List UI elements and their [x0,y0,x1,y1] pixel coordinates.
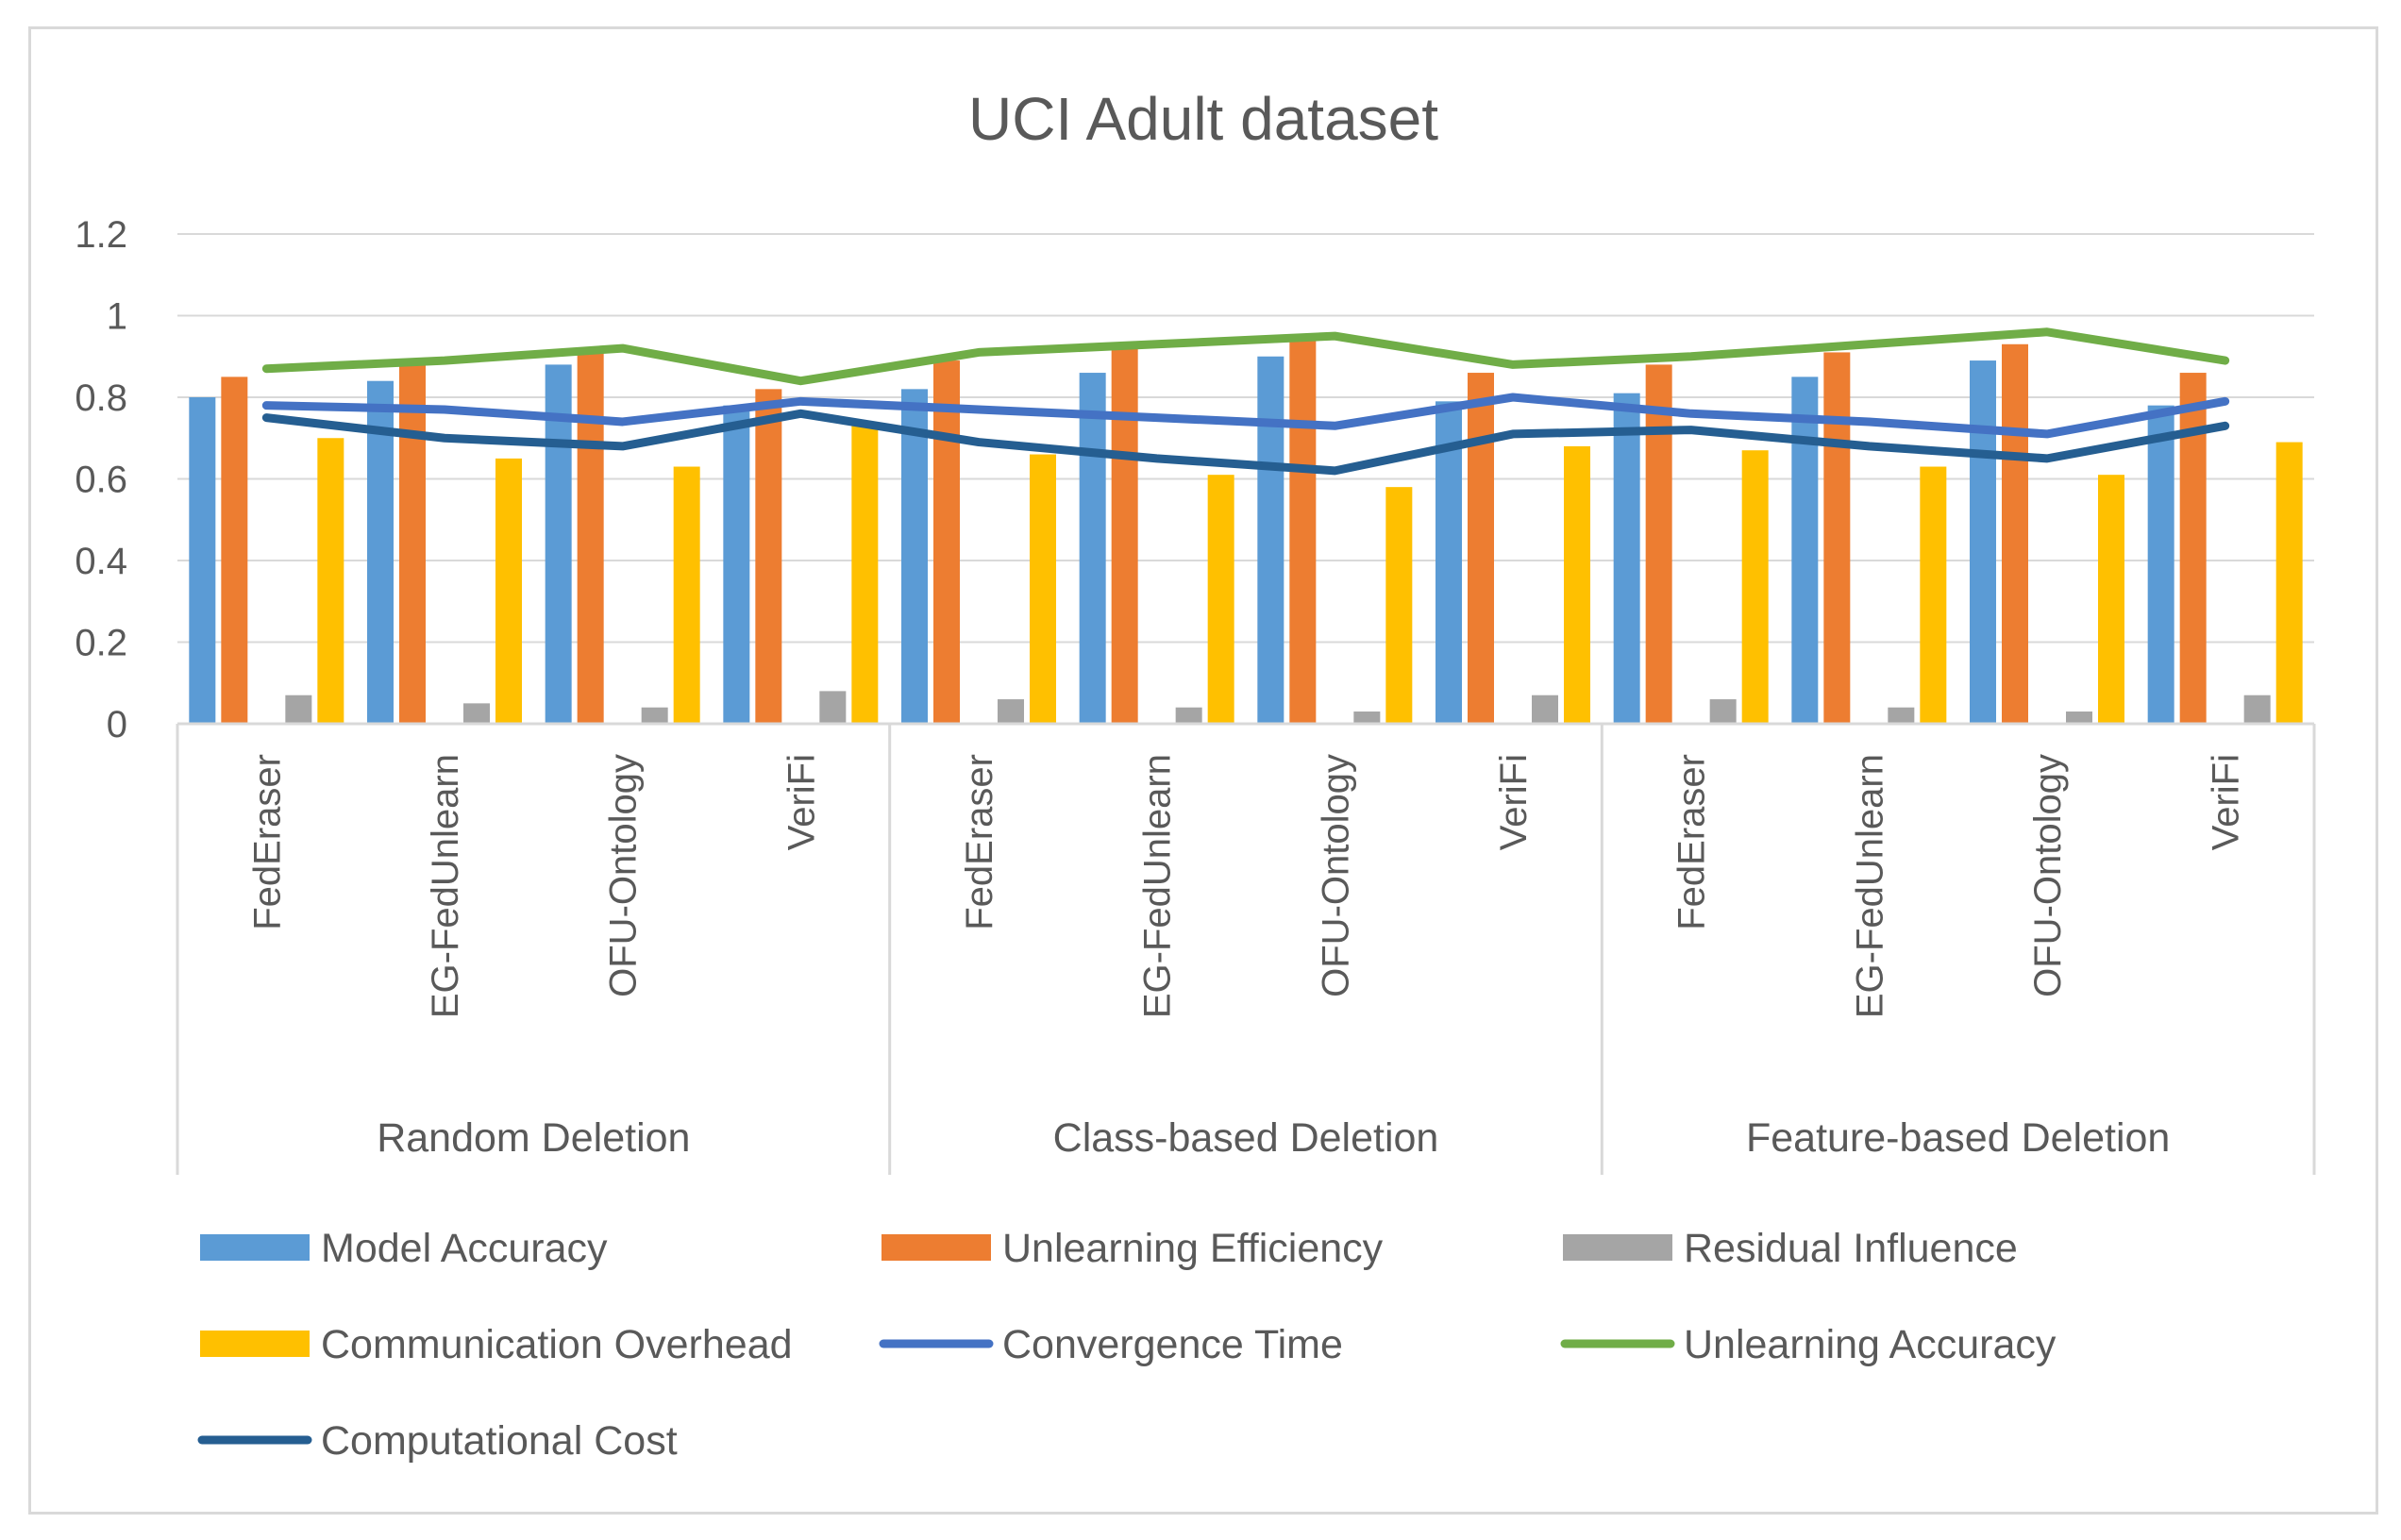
bar-unlearning-efficiency [221,377,248,724]
bar-residual-influence [1888,707,1915,724]
bar-model-accuracy [1970,360,1996,724]
bar-unlearning-efficiency [2179,373,2207,724]
x-category-label: EG-FedUnlearn [425,754,466,1018]
bar-model-accuracy [1613,393,1640,724]
line-convergence-time [261,393,2230,439]
x-category-label: OFU-Ontology [1315,754,1356,997]
bar-model-accuracy [1079,373,1106,724]
x-category-label: VeriFi [1493,754,1535,850]
chart-title: UCI Adult dataset [968,85,1438,153]
x-category-label: VeriFi [781,754,822,850]
bar-model-accuracy [1436,401,1462,724]
bar-communication-overhead [2098,475,2124,724]
legend-label: Convergence Time [1002,1322,1343,1367]
bar-residual-influence [819,691,847,724]
legend-label: Communication Overhead [321,1322,793,1367]
bar-unlearning-efficiency [1645,364,1672,724]
lines [261,327,2230,476]
x-category-label: EG-FedUnlearn [1137,754,1179,1018]
y-tick-label: 0.6 [75,460,127,501]
bar-unlearning-efficiency [399,364,426,724]
bar-communication-overhead [317,438,344,724]
bar-residual-influence [285,695,312,724]
bar-model-accuracy [1257,356,1284,724]
legend-label: Residual Influence [1684,1226,2018,1271]
bar-model-accuracy [189,397,216,724]
x-category-label: OFU-Ontology [2027,754,2069,997]
x-category-label: VeriFi [2206,754,2247,850]
bar-communication-overhead [495,458,522,724]
legend-label: Unlearning Efficiency [1002,1226,1384,1271]
y-tick-label: 0.4 [75,541,127,582]
legend-label: Unlearning Accuracy [1684,1322,2057,1367]
x-axis [176,722,2316,1175]
bar-model-accuracy [723,405,750,724]
bar-residual-influence [1709,699,1737,724]
bar-residual-influence [998,699,1024,724]
bar-residual-influence [2243,695,2271,724]
legend: Model Accuracy Unlearning Efficiency Resid… [197,1226,2057,1464]
x-category-label: EG-FedUnlearn [1849,754,1890,1018]
legend-swatch [881,1234,991,1261]
legend-swatch [200,1331,310,1357]
bar-model-accuracy [545,364,572,724]
bar-unlearning-efficiency [1289,340,1317,724]
line-computational-cost [261,409,2230,476]
bar-model-accuracy [901,389,928,724]
y-tick-label: 1 [107,296,127,338]
bar-unlearning-efficiency [755,389,782,724]
bar-communication-overhead [1385,487,1413,724]
x-group-label: Feature-based Deletion [1746,1115,2170,1161]
x-axis-groups: Random Deletion Class-based Deletion Featu… [377,1115,2170,1161]
bar-communication-overhead [1920,466,1947,724]
y-tick-label: 0.8 [75,377,127,419]
bar-communication-overhead [2275,442,2303,724]
bar-model-accuracy [2147,405,2174,724]
x-category-label: FedEraser [959,754,1000,930]
x-category-label: OFU-Ontology [603,754,645,997]
y-axis-ticks: 0 0.2 0.4 0.6 0.8 1 1.2 [75,214,127,745]
x-category-label: FedEraser [246,754,288,930]
bar-model-accuracy [1791,377,1819,724]
y-tick-label: 1.2 [75,214,127,256]
legend-swatch [1563,1234,1672,1261]
bar-unlearning-efficiency [577,352,604,724]
x-category-label: FedEraser [1671,754,1713,930]
bar-residual-influence [1175,707,1202,724]
bar-unlearning-efficiency [1823,352,1851,724]
bar-communication-overhead [1564,445,1590,724]
bar-communication-overhead [1207,475,1234,724]
bars [189,340,2303,724]
line-unlearning-accuracy [261,327,2230,386]
bar-unlearning-efficiency [2002,343,2028,724]
bar-unlearning-efficiency [1111,348,1138,724]
y-tick-label: 0.2 [75,623,127,664]
bar-communication-overhead [673,466,700,724]
bar-communication-overhead [1030,454,1056,724]
bar-residual-influence [2066,711,2092,724]
bar-residual-influence [1532,695,1558,724]
x-axis-categories: FedEraser EG-FedUnlearn OFU-Ontology VeriFi… [246,754,2246,1018]
x-group-label: Class-based Deletion [1053,1115,1439,1161]
legend-swatch [200,1234,310,1261]
bar-residual-influence [641,707,668,724]
chart-frame [28,26,2378,1515]
bar-residual-influence [1353,711,1381,724]
x-group-label: Random Deletion [377,1115,690,1161]
bar-model-accuracy [367,380,394,724]
bar-unlearning-efficiency [1468,373,1494,724]
legend-label: Model Accuracy [321,1226,608,1271]
bar-unlearning-efficiency [933,360,960,724]
bar-communication-overhead [851,426,879,724]
y-tick-label: 0 [107,704,127,745]
bar-communication-overhead [1741,450,1769,724]
bar-residual-influence [463,703,490,724]
legend-label: Computational Cost [321,1418,678,1464]
